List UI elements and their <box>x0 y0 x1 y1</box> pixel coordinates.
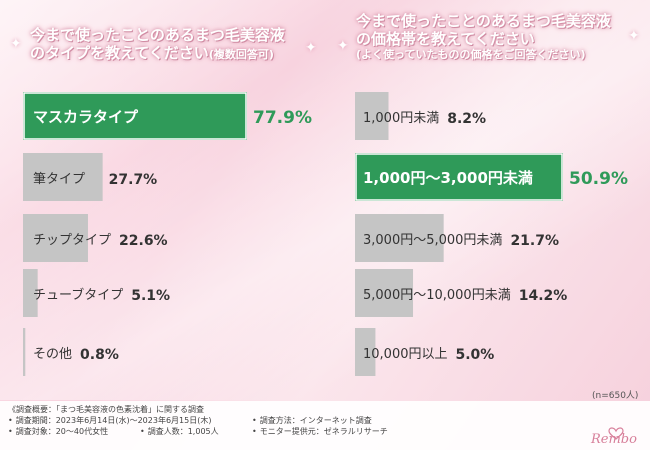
price-value-label-3: 14.2% <box>519 288 568 304</box>
type-bar-0-outline <box>23 92 247 140</box>
sparkle-icon: ✦ <box>305 40 317 56</box>
left-chart-title: 今まで使ったことのあるまつ毛美容液 のタイプを教えてください(複数回答可) <box>30 26 285 62</box>
type-value-label-2: 22.6% <box>119 233 168 249</box>
price-category-label-4: 10,000円以上 <box>363 347 448 362</box>
footer-count-text: 調査人数：1,005人 <box>147 427 219 436</box>
type-value-label-4: 0.8% <box>80 347 119 363</box>
left-title-line1: 今まで使ったことのあるまつ毛美容液 <box>30 26 285 44</box>
brand-logo: Rembo <box>591 432 637 447</box>
price-bar-4 <box>355 328 376 376</box>
price-bar-1 <box>355 153 563 201</box>
type-value-label-0: 77.9% <box>253 108 312 128</box>
left-title-note: (複数回答可) <box>208 48 274 61</box>
footer-target-text: 調査対象：20〜40代女性 <box>15 427 109 436</box>
bar-charts: マスカラタイプ 77.9% 筆タイプ 27.7% チップタイプ 22.6% チューブタイプ 5… <box>23 92 628 376</box>
type-value-label-3: 5.1% <box>131 288 170 304</box>
footer-provider-text: モニター提供元：ゼネラルリサーチ <box>259 427 388 436</box>
footer-target: • 調査対象：20〜40代女性 <box>8 427 109 436</box>
type-category-label-1: 筆タイプ <box>33 172 85 187</box>
footer-method: • 調査方法：インターネット調査 <box>252 416 372 425</box>
type-category-label-3: チューブタイプ <box>33 287 123 303</box>
footer-count: • 調査人数：1,005人 <box>140 427 219 436</box>
footer-period-text: 調査期間：2023年6月14日(水)〜2023年6月15日(木) <box>15 416 212 425</box>
sparkle-icon: ✦ <box>337 38 349 54</box>
type-bar-1 <box>23 153 103 201</box>
type-chart: マスカラタイプ 77.9% 筆タイプ 27.7% チップタイプ 22.6% チューブタイプ 5… <box>23 92 312 376</box>
price-category-label-2: 3,000円〜5,000円未満 <box>363 233 502 248</box>
price-category-label-1: 1,000円〜3,000円未満 <box>363 169 533 187</box>
price-category-label-0: 1,000円未満 <box>363 111 439 126</box>
left-title-line2: のタイプを教えてください(複数回答可) <box>30 44 285 62</box>
sparkle-icon: ✦ <box>628 28 640 44</box>
price-bar-1-outline <box>355 153 563 201</box>
footer-provider: • モニター提供元：ゼネラルリサーチ <box>252 427 388 436</box>
right-chart-title: 今まで使ったことのあるまつ毛美容液 の価格帯を教えてください (よく使っていたも… <box>356 12 611 61</box>
type-category-label-0: マスカラタイプ <box>33 108 139 126</box>
heart-crest-icon <box>608 427 624 440</box>
type-bar-4 <box>23 328 26 376</box>
footer-method-text: 調査方法：インターネット調査 <box>259 416 372 425</box>
sample-size: (n=650人) <box>592 391 639 401</box>
sparkle-icon: ✦ <box>10 36 22 52</box>
type-bar-0 <box>23 92 247 140</box>
price-value-label-2: 21.7% <box>510 233 559 249</box>
price-value-label-4: 5.0% <box>456 347 495 363</box>
price-value-label-1: 50.9% <box>569 169 628 189</box>
footer-period: • 調査期間：2023年6月14日(水)〜2023年6月15日(木) <box>8 416 212 425</box>
type-category-label-4: その他 <box>33 347 72 362</box>
price-bar-3 <box>355 269 414 317</box>
price-category-label-3: 5,000円〜10,000円未満 <box>363 288 511 303</box>
right-title-line3: (よく使っていたものの価格をご回答ください) <box>356 48 586 61</box>
type-bar-3 <box>23 269 38 317</box>
left-title-line2-text: のタイプを教えてください <box>30 44 209 62</box>
price-value-label-0: 8.2% <box>447 111 486 127</box>
type-value-label-1: 27.7% <box>109 172 158 188</box>
survey-footer: 《調査概要：「まつ毛美容液の色素沈着」に関する調査 • 調査期間：2023年6月1… <box>0 401 650 450</box>
price-chart: 1,000円未満 8.2% 1,000円〜3,000円未満 50.9% 3,000円〜5… <box>355 92 628 376</box>
type-bar-2 <box>23 214 88 262</box>
price-bar-0 <box>355 92 389 140</box>
right-title-line2: の価格帯を教えてください <box>356 30 535 48</box>
footer-summary: 《調査概要：「まつ毛美容液の色素沈着」に関する調査 <box>8 405 204 414</box>
price-bar-2 <box>355 214 444 262</box>
type-category-label-2: チップタイプ <box>33 233 111 248</box>
right-title-line1: 今まで使ったことのあるまつ毛美容液 <box>356 12 611 30</box>
